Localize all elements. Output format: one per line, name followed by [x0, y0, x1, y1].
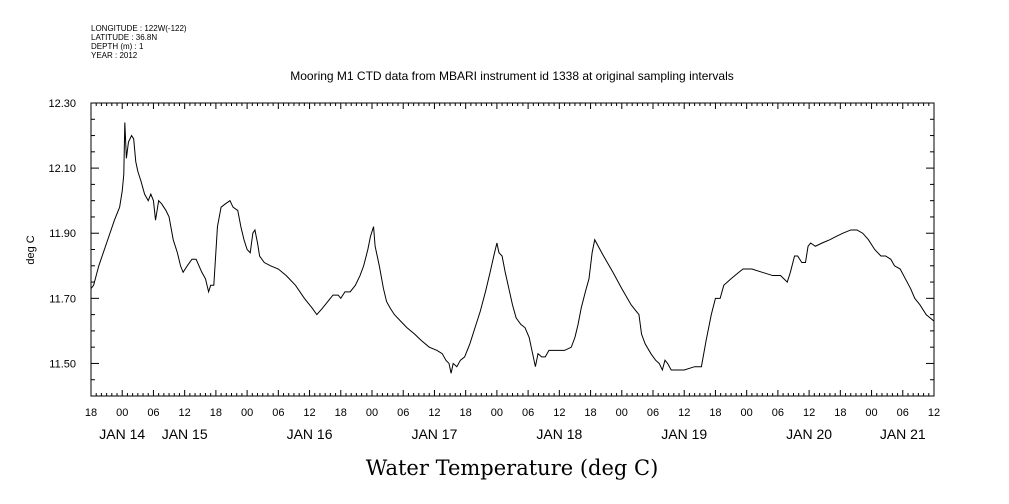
day-label: JAN 16 [287, 426, 333, 442]
day-label: JAN 15 [162, 426, 208, 442]
x-tick-label: 12 [803, 407, 815, 419]
x-axis-label: Water Temperature (deg C) [366, 456, 659, 480]
x-tick-label: 06 [647, 407, 659, 419]
day-label: JAN 18 [536, 426, 582, 442]
x-tick-label: 18 [834, 407, 846, 419]
x-tick-label: 06 [772, 407, 784, 419]
day-label: JAN 14 [99, 426, 145, 442]
latitude-label: LATITUDE : 36.8N [91, 33, 157, 42]
x-tick-label: 18 [210, 407, 222, 419]
x-tick-label: 18 [584, 407, 596, 419]
x-tick-label: 12 [553, 407, 565, 419]
x-tick-label: 06 [897, 407, 909, 419]
x-tick-label: 00 [741, 407, 753, 419]
x-tick-label: 18 [85, 407, 97, 419]
day-label: JAN 19 [661, 426, 707, 442]
chart-title: Mooring M1 CTD data from MBARI instrumen… [290, 69, 734, 83]
y-tick-label: 12.30 [48, 98, 76, 110]
y-tick-label: 12.10 [48, 163, 76, 175]
day-labels: JAN 14 JAN 15 JAN 16 JAN 17 JAN 18 JAN 19 JAN … [99, 426, 926, 442]
day-label: JAN 17 [411, 426, 457, 442]
tick-marks [90, 102, 935, 397]
x-tick-label: 12 [179, 407, 191, 419]
y-tick-label: 11.50 [49, 358, 76, 370]
x-tick-label: 12 [678, 407, 690, 419]
x-tick-label: 00 [241, 407, 253, 419]
x-tick-label: 12 [303, 407, 315, 419]
x-tick-label: 18 [460, 407, 472, 419]
longitude-label: LONGITUDE : 122W(-122) [91, 24, 187, 33]
metadata-header: LONGITUDE : 122W(-122) LATITUDE : 36.8N … [91, 24, 187, 60]
x-tick-label: 00 [116, 407, 128, 419]
x-tick-labels: 18 00 06 12 18 00 06 12 18 00 06 12 18 00 06 12 18 00 06 12… [85, 407, 940, 419]
day-label: JAN 21 [880, 426, 926, 442]
x-tick-label: 00 [491, 407, 503, 419]
day-label: JAN 20 [786, 426, 832, 442]
x-tick-label: 18 [709, 407, 721, 419]
depth-label: DEPTH (m) : 1 [91, 42, 144, 51]
x-tick-label: 06 [397, 407, 409, 419]
x-tick-label: 00 [865, 407, 877, 419]
x-tick-label: 06 [147, 407, 159, 419]
x-tick-label: 00 [616, 407, 628, 419]
x-tick-label: 18 [335, 407, 347, 419]
y-tick-label: 11.70 [49, 293, 76, 305]
x-tick-label: 12 [928, 407, 940, 419]
x-tick-label: 00 [366, 407, 378, 419]
x-tick-label: 06 [272, 407, 284, 419]
x-tick-label: 06 [522, 407, 534, 419]
y-axis-label: deg C [25, 235, 37, 264]
year-label: YEAR : 2012 [91, 51, 138, 60]
y-tick-label: 11.90 [49, 228, 76, 240]
x-tick-label: 12 [428, 407, 440, 419]
series-line-water-temperature [90, 122, 935, 374]
y-tick-labels: 11.50 11.70 11.90 12.10 12.30 [48, 98, 76, 370]
